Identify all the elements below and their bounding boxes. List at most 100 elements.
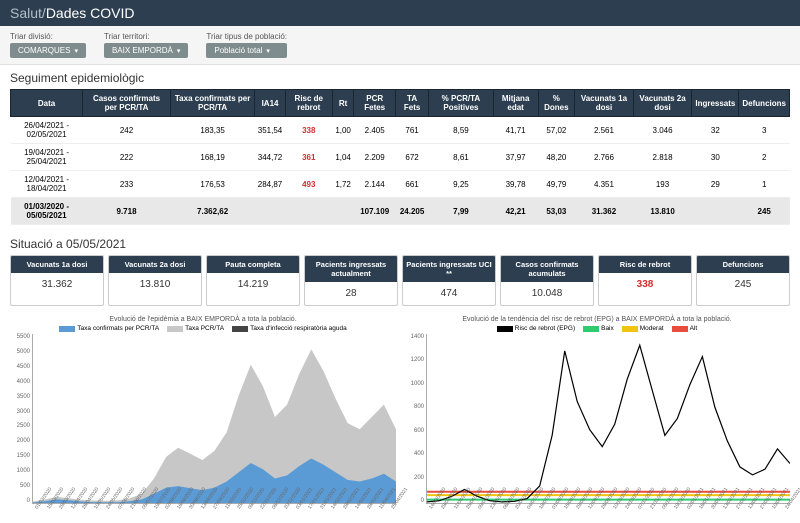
cell-ing: 32 (692, 117, 739, 144)
legend-label: Taxa PCR/TA (185, 325, 224, 332)
cell-pcr: 2.405 (354, 117, 396, 144)
legend-swatch (167, 326, 183, 332)
summary-cards: Vacunats 1a dosi31.362Vacunats 2a dosi13… (10, 255, 790, 306)
cell-data: 01/03/2020 - 05/05/2021 (11, 198, 83, 225)
chart-epidemia: Evolució de l'epidèmia a BAIX EMPORDÀ a … (10, 316, 396, 513)
summary-card: Risc de rebrot338 (598, 255, 692, 306)
chart1-xaxis: 01/03/202015/03/202029/03/202012/04/2020… (32, 507, 396, 513)
cell-taxa: 176,53 (170, 171, 254, 198)
cell-casos: 233 (83, 171, 171, 198)
card-label: Pacients ingressats actualment (305, 256, 397, 282)
cell-data: 26/04/2021 - 02/05/2021 (11, 117, 83, 144)
summary-card: Pacients ingressats actualment28 (304, 255, 398, 306)
legend-item: Taxa PCR/TA (167, 325, 224, 332)
epi-col-header: Mitjana edat (493, 90, 538, 117)
card-label: Vacunats 2a dosi (109, 256, 201, 273)
chart2-svg (426, 334, 790, 504)
legend-item: Alt (672, 325, 698, 332)
cell-rt (332, 198, 354, 225)
summary-card: Pacients ingressats UCI **474 (402, 255, 496, 306)
cell-def: 3 (739, 117, 790, 144)
cell-pct: 8,61 (429, 144, 493, 171)
cell-casos: 9.718 (83, 198, 171, 225)
card-label: Casos confirmats acumulats (501, 256, 593, 282)
filter-poblacio-button[interactable]: Població total (206, 43, 287, 58)
table-row: 19/04/2021 - 25/04/2021222168,19344,7236… (11, 144, 790, 171)
summary-card: Pauta completa14.219 (206, 255, 300, 306)
legend-swatch (59, 326, 75, 332)
cell-pcr: 107.109 (354, 198, 396, 225)
cell-edat: 42,21 (493, 198, 538, 225)
filter-poblacio: Triar tipus de població: Població total (206, 32, 287, 58)
app-header: Salut/Dades COVID (0, 0, 800, 26)
filter-poblacio-label: Triar tipus de població: (206, 32, 287, 41)
cell-rt: 1,00 (332, 117, 354, 144)
cell-ia14: 284,87 (255, 171, 285, 198)
filter-divisio-label: Triar divisió: (10, 32, 86, 41)
cell-data: 19/04/2021 - 25/04/2021 (11, 144, 83, 171)
cell-casos: 242 (83, 117, 171, 144)
cell-pcr: 2.209 (354, 144, 396, 171)
situacio-section: Situació a 05/05/2021 Vacunats 1a dosi31… (0, 231, 800, 312)
cell-ing: 29 (692, 171, 739, 198)
card-value: 474 (403, 282, 495, 305)
card-value: 10.048 (501, 282, 593, 305)
cell-dones: 48,20 (538, 144, 575, 171)
cell-v2: 13.810 (633, 198, 692, 225)
cell-pct: 9,25 (429, 171, 493, 198)
cell-pct: 8,59 (429, 117, 493, 144)
card-value: 28 (305, 282, 397, 305)
cell-taxa: 168,19 (170, 144, 254, 171)
legend-swatch (583, 326, 599, 332)
chart2-xaxis: 14/03/202028/03/202011/04/202025/04/2020… (426, 507, 790, 513)
legend-swatch (622, 326, 638, 332)
cell-ia14: 351,54 (255, 117, 285, 144)
legend-item: Baix (583, 325, 614, 332)
summary-card: Casos confirmats acumulats10.048 (500, 255, 594, 306)
card-label: Defuncions (697, 256, 789, 273)
epi-col-header: Taxa confirmats per PCR/TA (170, 90, 254, 117)
epi-col-header: Vacunats 2a dosi (633, 90, 692, 117)
card-value: 14.219 (207, 273, 299, 296)
epi-col-header: % Dones (538, 90, 575, 117)
filter-territori-button[interactable]: BAIX EMPORDÀ (104, 43, 188, 58)
card-label: Risc de rebrot (599, 256, 691, 273)
legend-item: Risc de rebrot (EPG) (497, 325, 575, 332)
epi-header-row: DataCasos confirmats per PCR/TATaxa conf… (11, 90, 790, 117)
filter-territori-label: Triar territori: (104, 32, 188, 41)
filter-divisio-button[interactable]: COMARQUES (10, 43, 86, 58)
legend-label: Baix (601, 325, 614, 332)
summary-card: Defuncions245 (696, 255, 790, 306)
epi-col-header: Ingressats (692, 90, 739, 117)
cell-v2: 193 (633, 171, 692, 198)
cell-edat: 39,78 (493, 171, 538, 198)
card-label: Vacunats 1a dosi (11, 256, 103, 273)
cell-dones: 49,79 (538, 171, 575, 198)
cell-def: 2 (739, 144, 790, 171)
cell-taxa: 7.362,62 (170, 198, 254, 225)
brand-prefix: Salut/ (10, 5, 46, 21)
card-label: Pauta completa (207, 256, 299, 273)
epi-col-header: Rt (332, 90, 354, 117)
legend-item: Taxa confirmats per PCR/TA (59, 325, 159, 332)
epi-col-header: Data (11, 90, 83, 117)
cell-risc (285, 198, 332, 225)
legend-label: Taxa d'infecció respiratòria aguda (250, 325, 347, 332)
cell-v1: 2.561 (575, 117, 634, 144)
epi-col-header: TA Fets (395, 90, 428, 117)
brand: Salut/Dades COVID (10, 5, 135, 21)
cell-pcr: 2.144 (354, 171, 396, 198)
chart2-yaxis: 0200400600800100012001400 (404, 334, 424, 504)
cell-ing (692, 198, 739, 225)
chart1-title: Evolució de l'epidèmia a BAIX EMPORDÀ a … (10, 316, 396, 323)
legend-label: Risc de rebrot (EPG) (515, 325, 575, 332)
legend-label: Taxa confirmats per PCR/TA (77, 325, 159, 332)
cell-edat: 37,97 (493, 144, 538, 171)
charts-row: Evolució de l'epidèmia a BAIX EMPORDÀ a … (0, 312, 800, 523)
cell-risc: 361 (285, 144, 332, 171)
cell-data: 12/04/2021 - 18/04/2021 (11, 171, 83, 198)
table-row: 12/04/2021 - 18/04/2021233176,53284,87 49… (11, 171, 790, 198)
epi-col-header: Defuncions (739, 90, 790, 117)
cell-risc: 338 (285, 117, 332, 144)
card-value: 245 (697, 273, 789, 296)
